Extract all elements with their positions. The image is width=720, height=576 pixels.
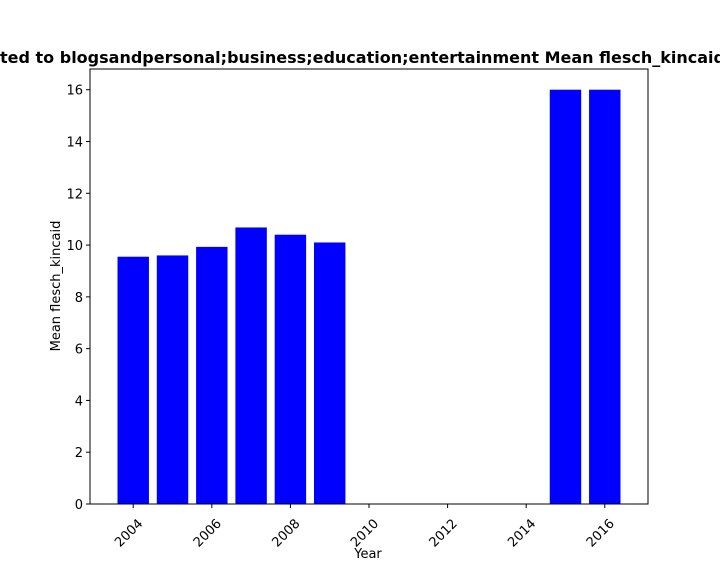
x-tick-label: 2012 bbox=[427, 516, 461, 550]
bar-2008 bbox=[274, 234, 307, 504]
bar-2004 bbox=[117, 256, 149, 504]
y-tick-label: 4 bbox=[75, 394, 83, 409]
x-axis-label: Year bbox=[353, 547, 382, 562]
y-tick-label: 8 bbox=[75, 291, 83, 306]
chart-title: ted to blogsandpersonal;business;educati… bbox=[0, 48, 720, 67]
bar-2009 bbox=[313, 242, 346, 505]
x-tick-label: 2016 bbox=[584, 516, 618, 550]
bar-2016 bbox=[589, 89, 621, 505]
y-tick-label: 2 bbox=[75, 446, 83, 461]
x-axis: 2004 2006 2008 2010 2012 2014 2016 bbox=[112, 504, 618, 550]
y-tick-label: 6 bbox=[75, 343, 83, 358]
y-axis-label: Mean flesch_kincaid bbox=[49, 221, 64, 352]
bar-2006 bbox=[196, 246, 228, 504]
bar-2005 bbox=[156, 255, 189, 504]
x-tick-label: 2004 bbox=[112, 516, 146, 550]
y-tick-label: 0 bbox=[75, 498, 83, 513]
x-tick-label: 2014 bbox=[505, 516, 539, 550]
y-tick-label: 14 bbox=[66, 136, 83, 151]
y-axis: 0 2 4 6 8 10 12 14 16 bbox=[66, 84, 90, 513]
bar-2007 bbox=[235, 227, 267, 504]
x-tick-label: 2008 bbox=[269, 516, 303, 550]
y-tick-label: 12 bbox=[66, 187, 83, 202]
bar-2015 bbox=[549, 89, 582, 505]
x-tick-label: 2006 bbox=[191, 516, 225, 550]
x-tick-label: 2010 bbox=[348, 516, 382, 550]
bars-group bbox=[117, 89, 621, 505]
y-tick-label: 16 bbox=[66, 84, 83, 99]
y-tick-label: 10 bbox=[66, 239, 83, 254]
